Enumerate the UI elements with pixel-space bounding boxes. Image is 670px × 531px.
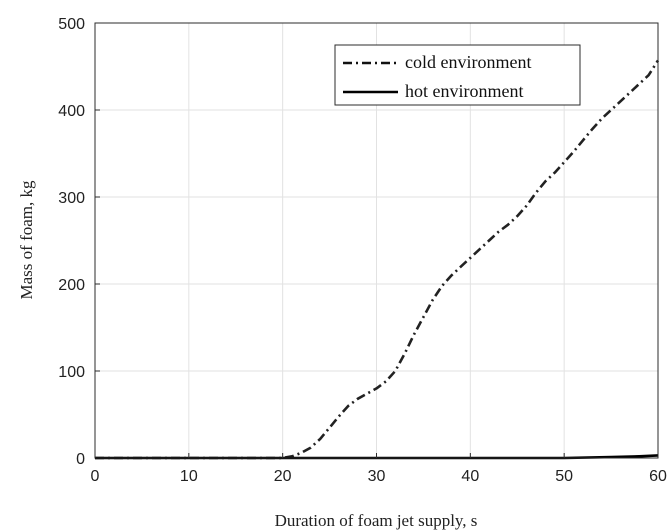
legend: cold environment hot environment — [334, 44, 581, 106]
y-tick-label: 400 — [58, 103, 85, 120]
x-tick-label: 50 — [555, 468, 573, 485]
axis-ticks: 0 10 20 30 40 50 60 0 100 200 300 400 500 — [58, 16, 667, 485]
y-axis-title: Mass of foam, kg — [17, 180, 36, 299]
x-axis-title: Duration of foam jet supply, s — [275, 511, 478, 530]
y-tick-label: 100 — [58, 364, 85, 381]
y-tick-label: 500 — [58, 16, 85, 33]
x-tick-label: 60 — [649, 468, 667, 485]
legend-label-cold: cold environment — [405, 52, 531, 72]
series-line-cold-environment — [95, 59, 660, 460]
y-tick-label: 0 — [76, 451, 85, 468]
legend-label-hot: hot environment — [405, 81, 523, 101]
y-tick-label: 200 — [58, 277, 85, 294]
x-tick-label: 20 — [274, 468, 292, 485]
x-tick-label: 0 — [91, 468, 100, 485]
x-tick-label: 40 — [461, 468, 479, 485]
x-tick-label: 30 — [368, 468, 386, 485]
y-tick-label: 300 — [58, 190, 85, 207]
x-tick-label: 10 — [180, 468, 198, 485]
legend-box — [334, 44, 581, 106]
